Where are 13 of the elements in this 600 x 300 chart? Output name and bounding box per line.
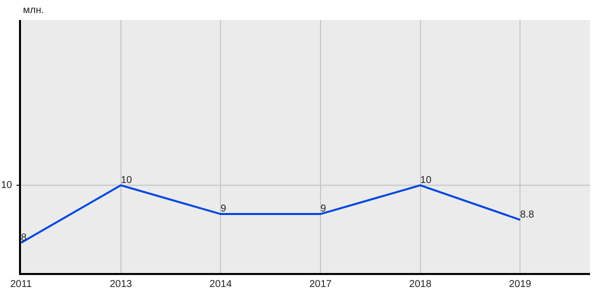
x-tick-label: 2014: [210, 279, 232, 290]
x-tick-label: 2013: [110, 279, 132, 290]
data-label: 10: [120, 174, 132, 186]
ref-line-label: 10: [1, 180, 13, 191]
x-tick-label: 2019: [508, 279, 532, 290]
x-tick-label: 2017: [309, 279, 332, 290]
x-tick-label: 2018: [409, 279, 432, 290]
data-label: 10: [420, 174, 432, 186]
x-tick-label: 2011: [10, 279, 32, 290]
data-label: 9: [320, 204, 326, 215]
data-label: 8.8: [520, 209, 534, 220]
y-axis-title: млн.: [23, 5, 44, 16]
data-label: 9: [220, 204, 227, 215]
